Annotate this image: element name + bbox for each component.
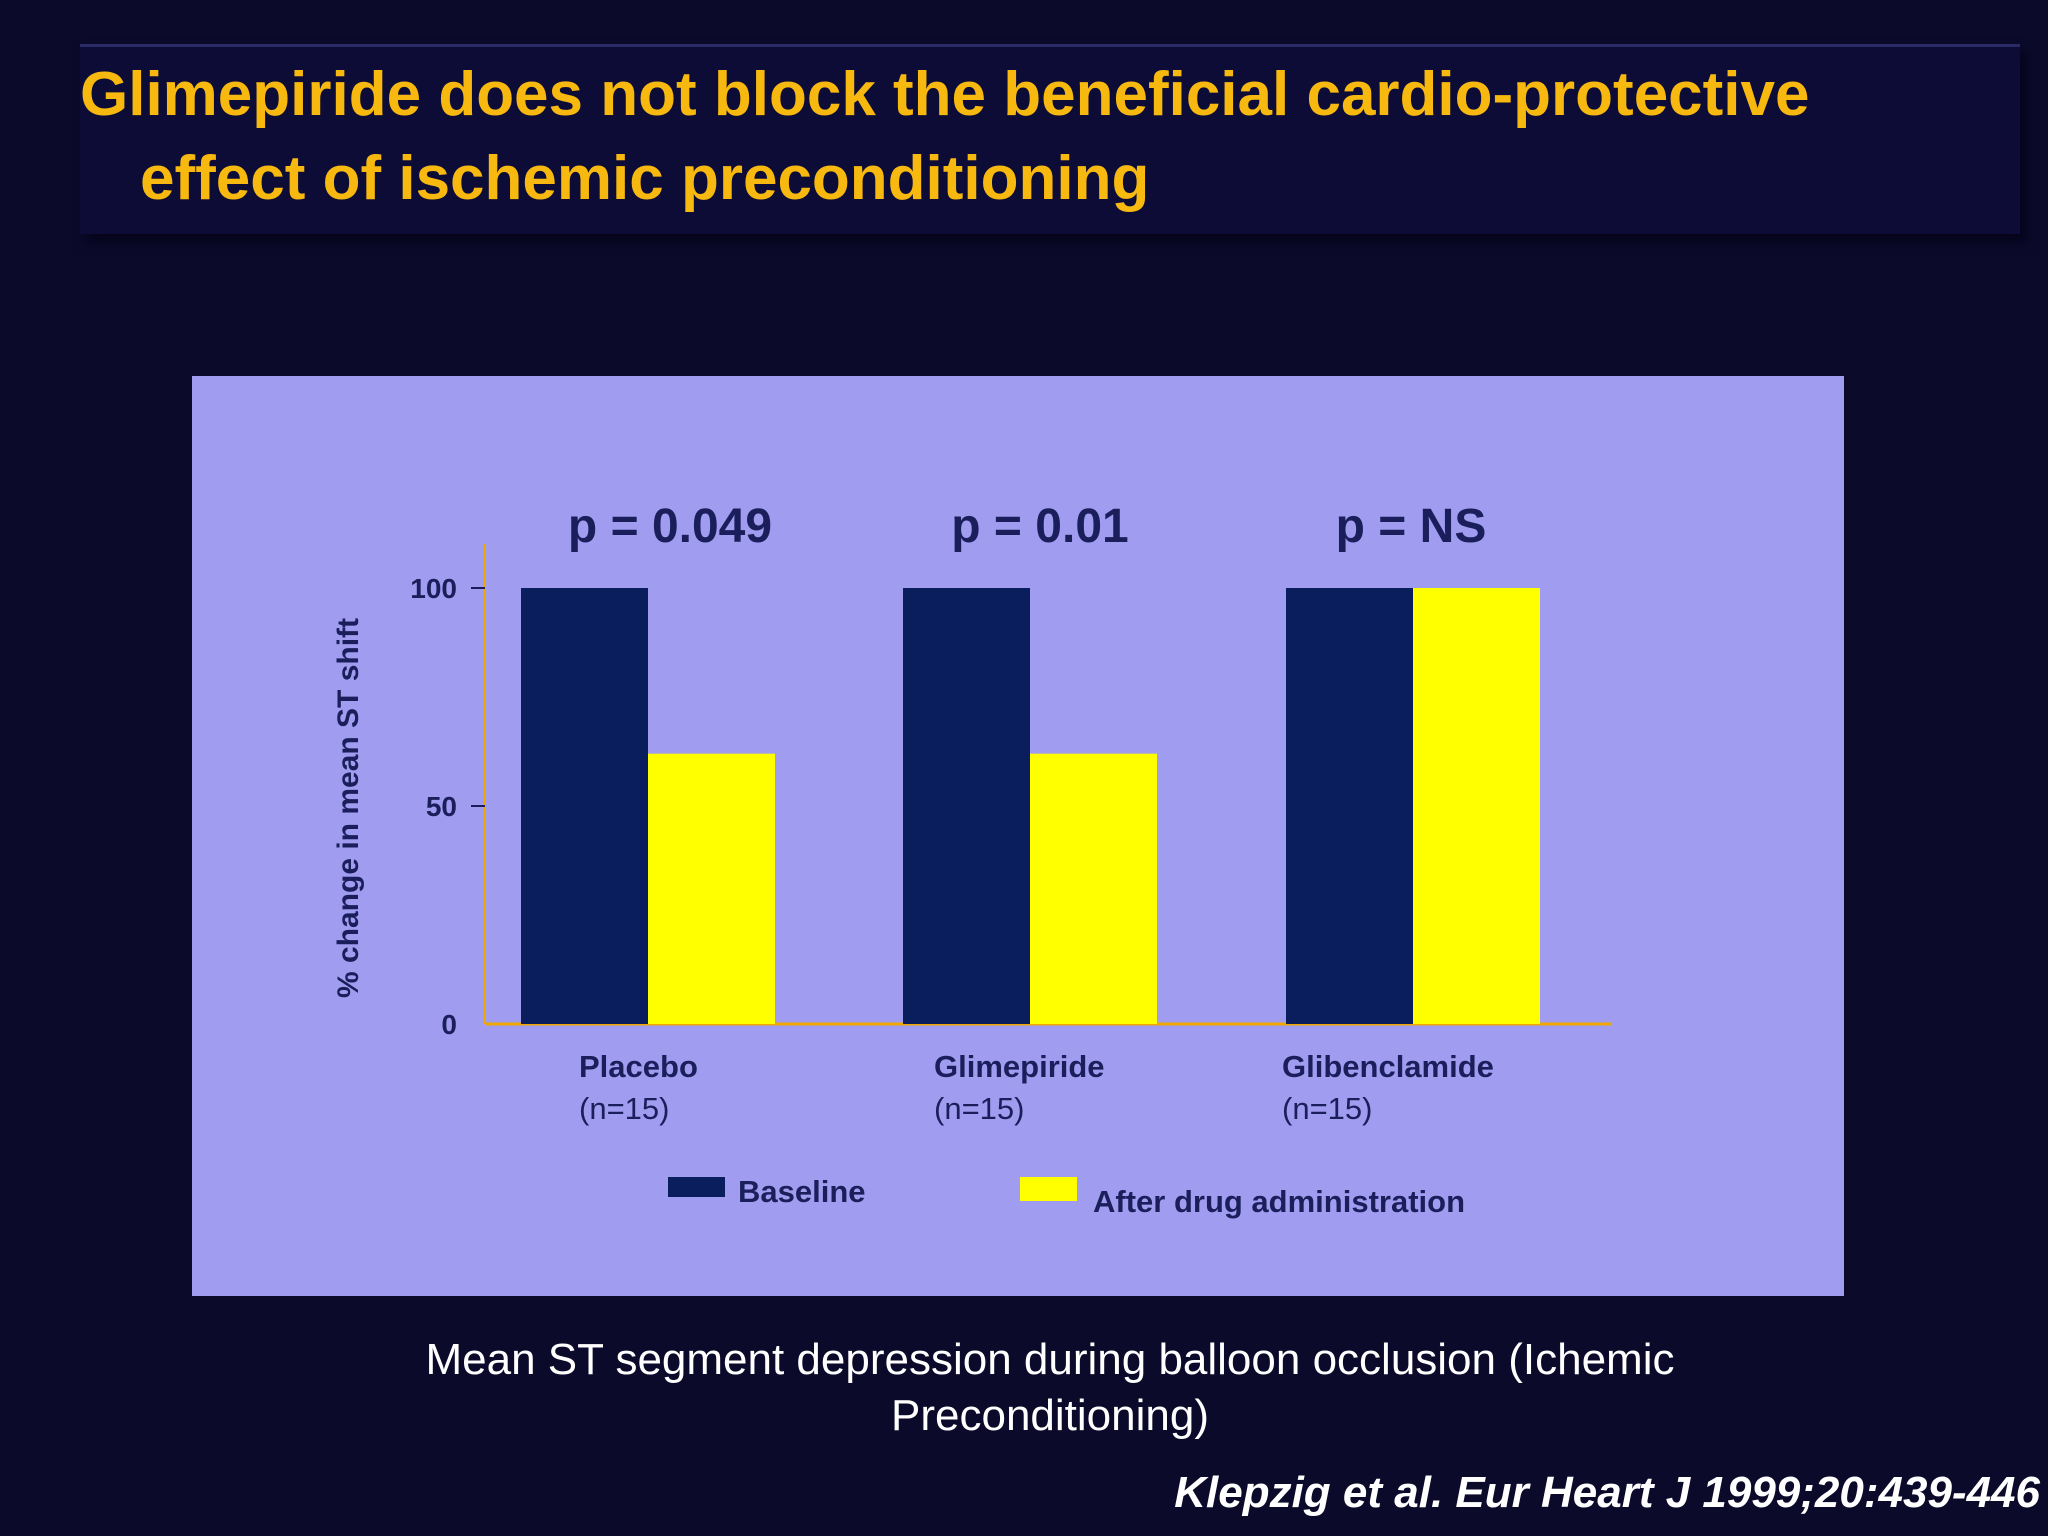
legend-swatch-after	[1020, 1177, 1077, 1201]
x-category-label: Glibenclamide	[1282, 1049, 1494, 1084]
x-category-label: Glimepiride	[934, 1049, 1105, 1084]
bar-after-glibenclamide	[1413, 588, 1540, 1024]
legend-label-baseline: Baseline	[738, 1174, 866, 1209]
chart-panel: 0 50 100 % change in mean ST shift p = 0.049…	[192, 376, 1844, 1296]
bar-baseline-glibenclamide	[1286, 588, 1413, 1024]
slide-title-line2: effect of ischemic preconditioning	[140, 144, 1150, 213]
bar-chart: 0 50 100 % change in mean ST shift p = 0.049…	[332, 500, 1612, 1219]
title-box: Glimepiride does not block the beneficia…	[80, 44, 2020, 234]
chart-caption: Mean ST segment depression during balloo…	[425, 1335, 1675, 1440]
legend-label-after: After drug administration	[1093, 1184, 1465, 1219]
y-axis-title: % change in mean ST shift	[332, 618, 365, 998]
slide-title-line1: Glimepiride does not block the beneficia…	[80, 60, 1810, 129]
x-category-sublabel: (n=15)	[934, 1091, 1024, 1126]
x-category-sublabel: (n=15)	[579, 1091, 669, 1126]
bar-baseline-glimepiride	[903, 588, 1030, 1024]
bar-after-glimepiride	[1030, 753, 1157, 1024]
p-value-annotation: p = NS	[1336, 500, 1487, 553]
bar-after-placebo	[648, 753, 775, 1024]
y-tick-label: 50	[426, 791, 457, 822]
x-category-sublabel: (n=15)	[1282, 1091, 1372, 1126]
x-category-label: Placebo	[579, 1049, 698, 1084]
citation: Klepzig et al. Eur Heart J 1999;20:439-4…	[1174, 1468, 2040, 1517]
y-tick-label: 100	[410, 573, 457, 604]
y-tick-label: 0	[441, 1009, 457, 1040]
legend-swatch-baseline	[668, 1177, 725, 1197]
bar-baseline-placebo	[521, 588, 648, 1024]
p-value-annotation: p = 0.01	[951, 500, 1128, 553]
slide-title: Glimepiride does not block the beneficia…	[80, 53, 2020, 221]
p-value-annotation: p = 0.049	[568, 500, 772, 553]
